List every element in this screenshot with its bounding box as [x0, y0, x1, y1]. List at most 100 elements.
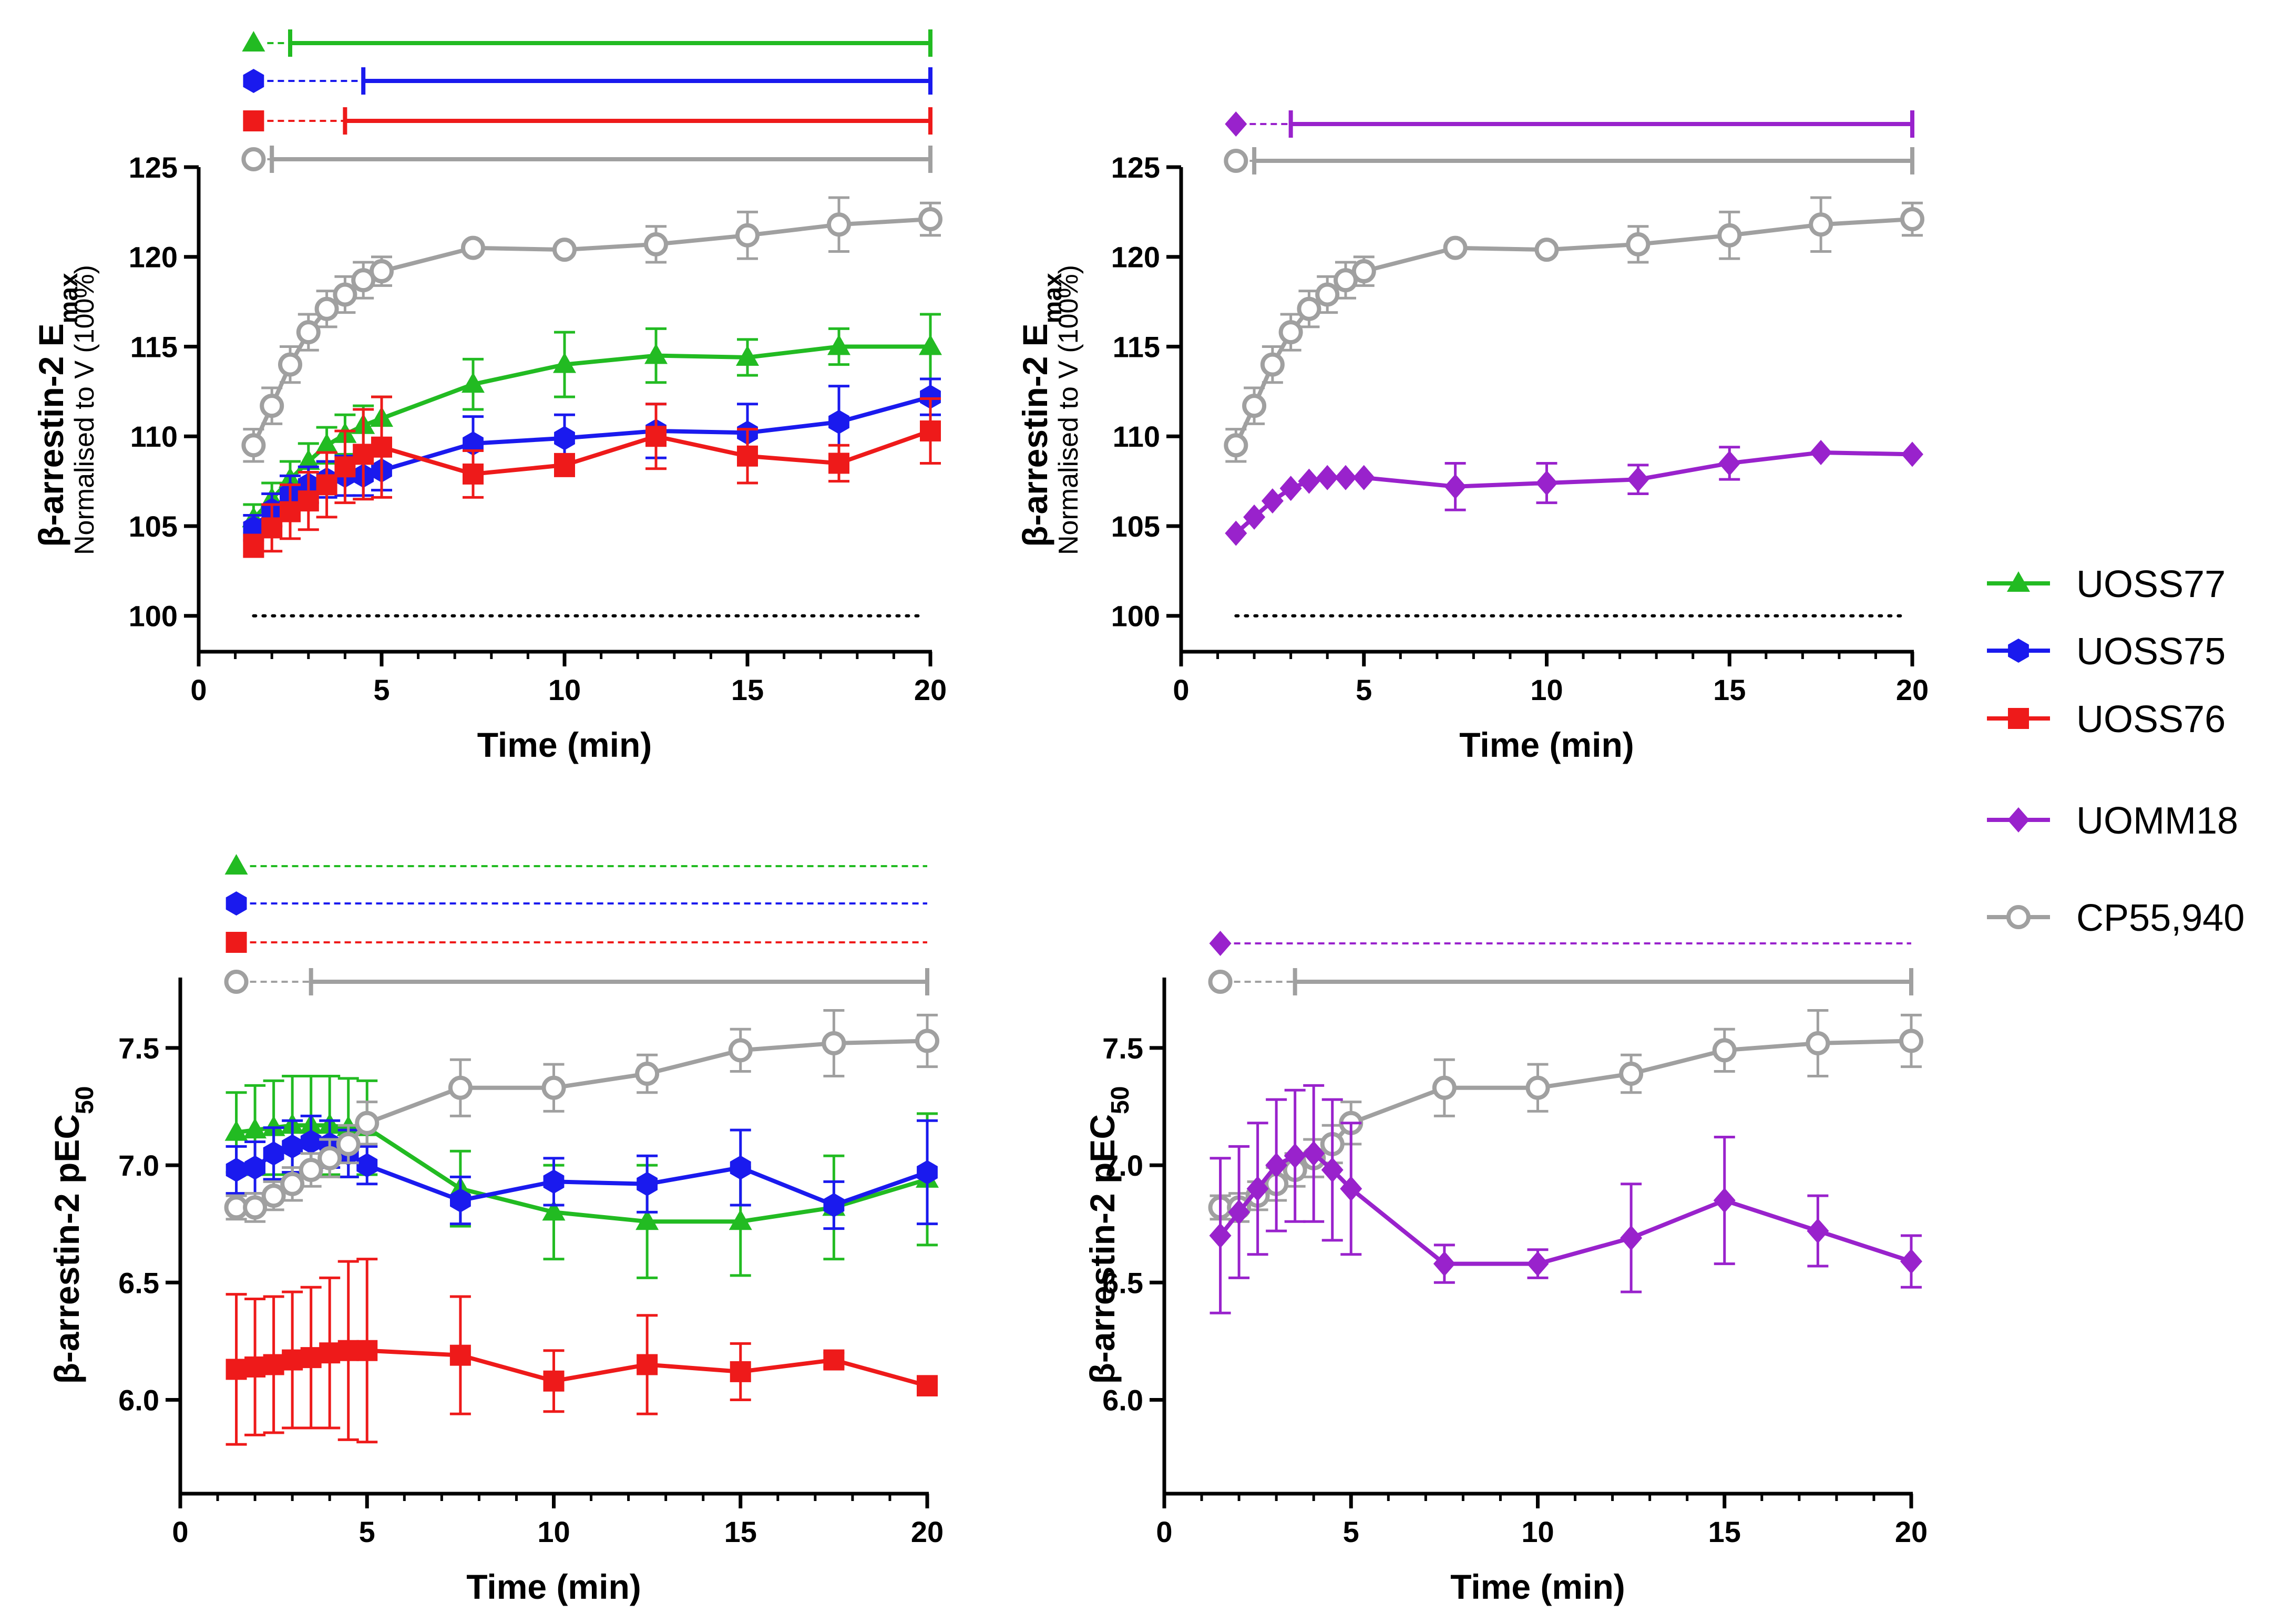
- data-point: [1713, 1188, 1736, 1214]
- data-point: [919, 334, 942, 355]
- legend-marker: [2008, 639, 2029, 663]
- data-point: [541, 1075, 566, 1100]
- sig-bar-CP55940: [241, 146, 932, 173]
- y-tick-label: 6.5: [118, 1266, 159, 1299]
- data-point: [226, 1359, 247, 1380]
- data-point: [370, 259, 394, 284]
- y-tick-label: 110: [1113, 420, 1160, 453]
- data-point: [263, 1354, 284, 1375]
- legend-marker: [2008, 708, 2029, 729]
- data-point: [314, 296, 339, 321]
- data-point: [261, 517, 283, 539]
- sig-marker: [242, 31, 265, 52]
- data-point: [263, 1141, 284, 1166]
- y-tick-label: 110: [130, 420, 178, 453]
- data-point: [823, 1193, 845, 1217]
- data-point: [1620, 1225, 1643, 1251]
- data-point: [260, 394, 284, 418]
- sig-marker: [226, 932, 247, 953]
- x-tick-label: 5: [1343, 1515, 1359, 1548]
- y-tick-label: 7.5: [118, 1032, 159, 1065]
- data-point: [736, 345, 759, 366]
- y-tick-label: 7.0: [118, 1149, 159, 1182]
- sig-marker: [1224, 149, 1248, 173]
- data-point: [1900, 1249, 1922, 1274]
- data-point: [1298, 468, 1320, 494]
- sig-bar-UOSS75: [243, 67, 932, 95]
- data-point: [298, 490, 319, 512]
- data-point: [462, 372, 485, 393]
- data-point: [1242, 394, 1267, 418]
- data-point: [828, 409, 849, 434]
- data-point: [1444, 474, 1467, 499]
- data-point: [1297, 296, 1321, 321]
- data-point: [241, 433, 266, 458]
- x-tick-label: 5: [1356, 673, 1372, 706]
- data-point: [315, 433, 339, 454]
- data-point: [336, 1132, 361, 1156]
- x-tick-label: 10: [537, 1515, 570, 1548]
- sig-bar-UOSS76: [243, 107, 932, 135]
- data-point: [333, 282, 357, 307]
- data-point: [1901, 441, 1923, 467]
- data-point: [1351, 259, 1376, 284]
- x-tick-label: 15: [1708, 1515, 1741, 1548]
- y-tick-label: 120: [129, 241, 178, 274]
- legend-item-CP55940: CP55,940: [1987, 897, 2244, 939]
- data-point: [244, 1155, 265, 1180]
- sig-marker: [1225, 111, 1247, 137]
- x-tick-label: 0: [190, 673, 207, 706]
- y-axis-label-subscript: max: [1039, 273, 1067, 323]
- data-point: [645, 426, 667, 447]
- data-point: [278, 352, 302, 377]
- data-point: [300, 1129, 322, 1154]
- x-axis-label: Time (min): [466, 1567, 641, 1606]
- x-tick-label: 0: [1156, 1515, 1172, 1548]
- data-point: [261, 1184, 286, 1208]
- y-tick-label: 125: [129, 151, 178, 184]
- data-point: [554, 454, 575, 476]
- series-line: [1234, 217, 1913, 446]
- y-tick-label: 6.5: [1102, 1266, 1143, 1299]
- data-point: [542, 1200, 566, 1221]
- data-point: [637, 1171, 658, 1196]
- data-point: [1209, 1223, 1232, 1248]
- series-CP55940: [1208, 1009, 1923, 1223]
- sig-bar-CP55940: [224, 968, 929, 995]
- x-axis-label: Time (min): [1459, 725, 1634, 764]
- data-point: [224, 1120, 248, 1141]
- data-point: [300, 1347, 322, 1369]
- y-tick-label: 115: [1113, 330, 1160, 363]
- data-point: [737, 445, 758, 467]
- series-CP55940: [224, 1009, 939, 1223]
- sig-marker: [243, 69, 264, 93]
- sig-marker: [224, 854, 248, 875]
- x-tick-label: 15: [1713, 673, 1746, 706]
- sig-marker: [226, 891, 247, 916]
- data-point: [280, 501, 301, 522]
- x-tick-label: 20: [1896, 673, 1929, 706]
- data-point: [553, 352, 576, 373]
- data-point: [296, 320, 321, 345]
- panel-pec50-left: 0 5 10 15 20 6.0 6.5 7.0 7.5 Time (min) β-arrestin…: [47, 854, 944, 1606]
- data-point: [1526, 1251, 1549, 1277]
- data-point: [356, 1340, 378, 1361]
- data-point: [243, 535, 264, 557]
- x-tick-label: 10: [1521, 1515, 1554, 1548]
- y-tick-label: 105: [1111, 510, 1160, 543]
- x-tick-label: 5: [359, 1515, 375, 1548]
- data-point: [317, 1146, 342, 1170]
- data-point: [636, 1209, 659, 1230]
- data-point: [371, 436, 392, 458]
- data-point: [1334, 465, 1357, 490]
- data-point: [1316, 465, 1339, 490]
- data-point: [1619, 1062, 1644, 1086]
- data-point: [1535, 470, 1558, 496]
- data-point: [356, 1153, 378, 1178]
- legend-label: UOMM18: [2076, 800, 2238, 842]
- series-UOSS76: [243, 395, 941, 558]
- legend-label: CP55,940: [2076, 897, 2244, 939]
- legend-marker: [2007, 807, 2030, 832]
- data-point: [1810, 439, 1832, 465]
